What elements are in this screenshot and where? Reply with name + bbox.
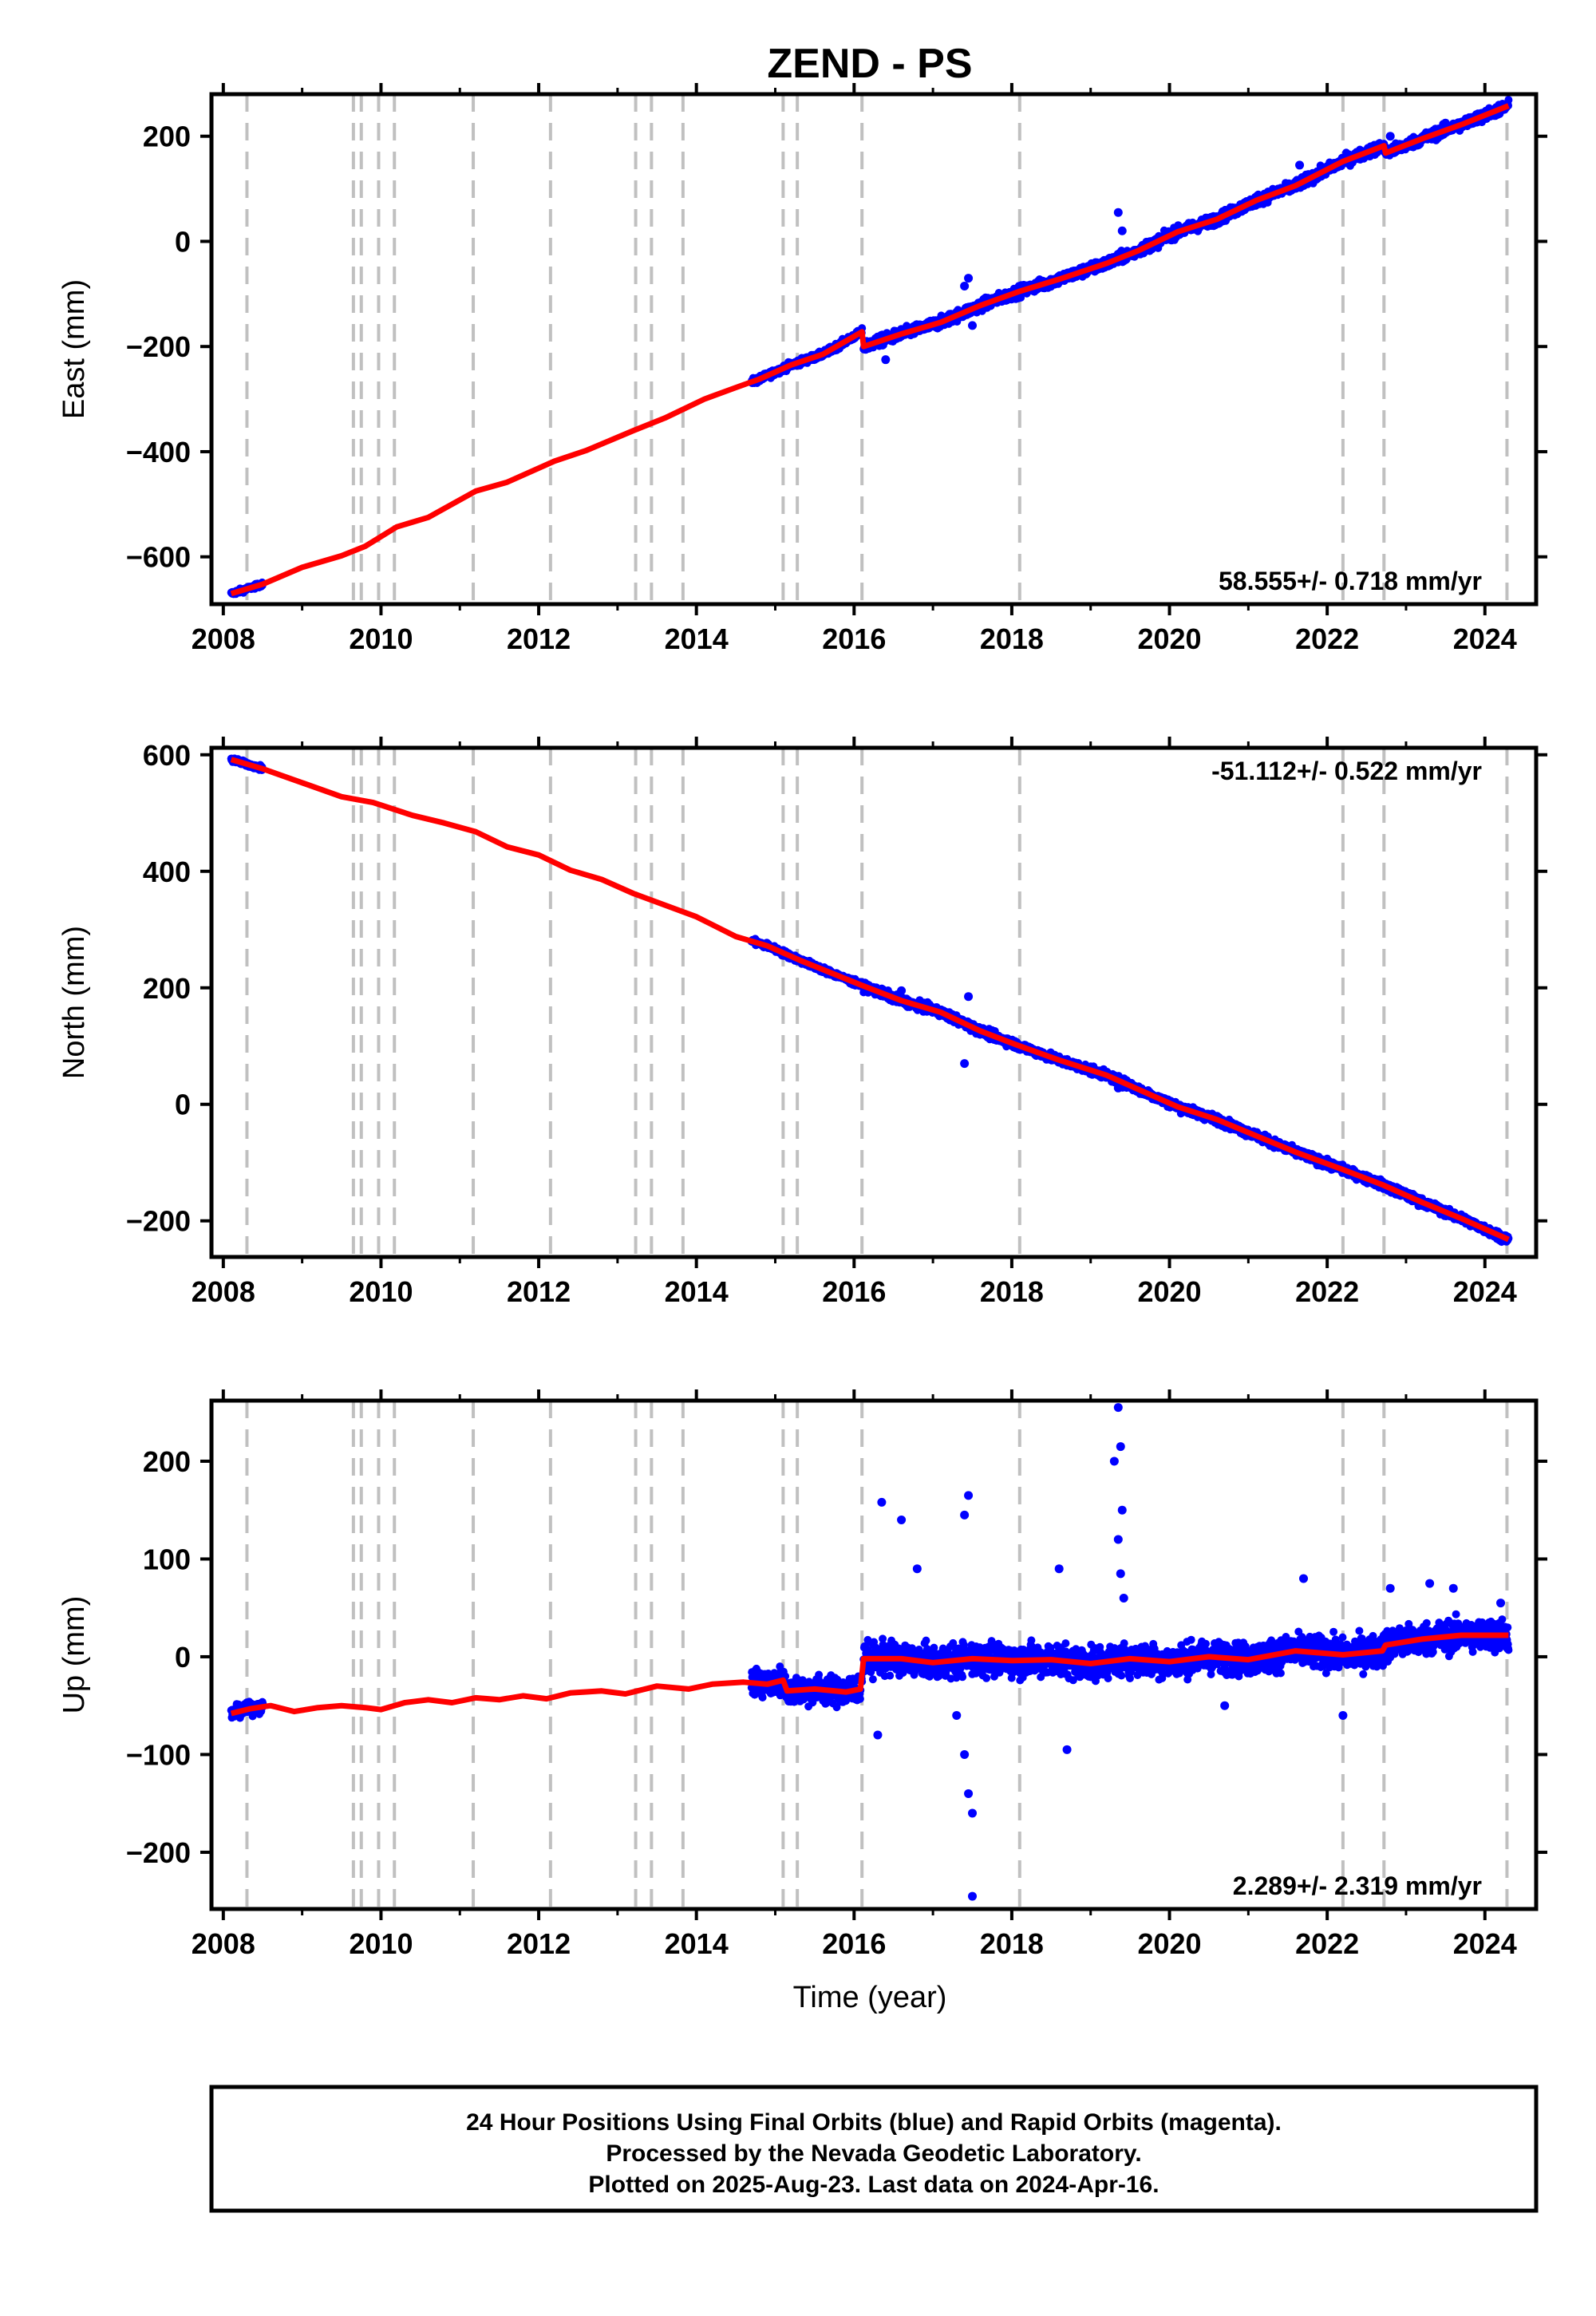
- outlier-point: [960, 281, 970, 290]
- x-tick-label: 2008: [192, 622, 255, 655]
- outlier-point: [968, 321, 978, 330]
- chart-title: ZEND - PS: [767, 41, 972, 87]
- data-point: [1504, 96, 1513, 105]
- y-tick-label: −400: [126, 436, 191, 468]
- outlier-point: [964, 274, 974, 283]
- observed-points: [227, 754, 1513, 1247]
- x-tick-label: 2016: [822, 622, 886, 655]
- plot-frame: [209, 92, 1539, 607]
- y-tick-label: 0: [175, 225, 191, 258]
- outlier-point: [881, 355, 891, 365]
- outlier-point: [1385, 132, 1395, 141]
- x-axis: 2008 2010 2012 2014 2016 2018 2020 2022 2024: [192, 83, 1517, 655]
- y-tick-label: −200: [126, 330, 191, 363]
- outlier-point: [1117, 226, 1127, 235]
- y-tick-label: −600: [126, 541, 191, 574]
- x-tick-label: 2012: [507, 622, 571, 655]
- event-lines: [245, 748, 1509, 1257]
- outlier-point: [1113, 207, 1123, 217]
- y-axis-label: East (mm): [57, 279, 91, 419]
- y-tick-label: 200: [143, 121, 191, 153]
- x-tick-label: 2014: [665, 622, 729, 655]
- y-axis: −600 −400 −200 0 200: [126, 121, 1547, 574]
- x-tick-label: 2018: [980, 622, 1044, 655]
- x-tick-label: 2022: [1295, 622, 1359, 655]
- x-tick-label: 2010: [349, 622, 413, 655]
- panel-east: 2008 2010 2012 2014 2016 2018 2020 2022 2024 −600…: [57, 83, 1547, 655]
- panel-north: 2008 2010 2012 2014 2016 2018 2020 2022 2024−200…: [57, 737, 1547, 1308]
- outlier-point: [1440, 118, 1450, 128]
- outlier-point: [1295, 160, 1305, 170]
- x-tick-label: 2024: [1453, 622, 1517, 655]
- rate-label: 58.555+/- 0.718 mm/yr: [1219, 567, 1482, 595]
- x-tick-label: 2020: [1137, 622, 1201, 655]
- model-line: [230, 103, 1510, 597]
